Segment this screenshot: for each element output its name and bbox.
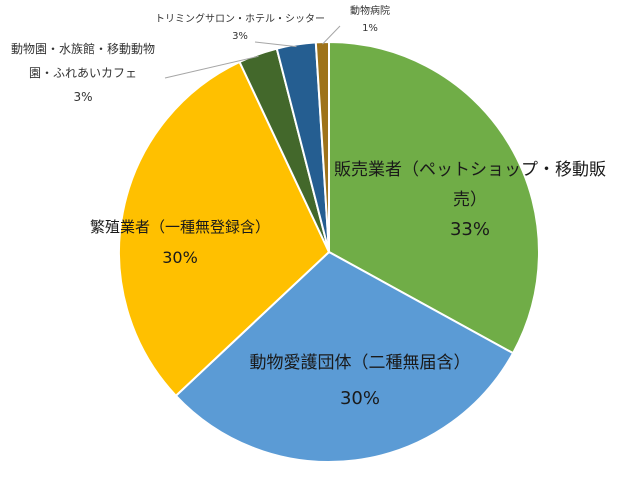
slice-value-4: 3% [232, 31, 248, 42]
slice-label-text-3-0: 動物園・水族館・移動動物 [11, 41, 155, 56]
slice-label-text-3-1: 園・ふれあいカフェ [29, 66, 137, 80]
pie-slice-1 [174, 250, 515, 463]
pie-slice-0 [328, 40, 540, 355]
slice-value-1: 30% [340, 388, 380, 409]
slice-label-2: 繁殖業者（一種無登録含） 30% [90, 218, 270, 267]
slice-label-5: 動物病院 1% [350, 4, 390, 34]
slice-value-0: 33% [450, 219, 490, 240]
slice-label-text-2-0: 繁殖業者（一種無登録含） [90, 218, 270, 236]
slice-label-text-1-0: 動物愛護団体（二種無届含） [250, 353, 471, 373]
slice-label-4: トリミングサロン・ホテル・シッター 3% [155, 12, 325, 42]
slice-label-text-0-0: 販売業者（ペットショップ・移動販 [334, 160, 606, 180]
leader-lines-layer [164, 25, 341, 79]
slice-label-text-4-0: トリミングサロン・ホテル・シッター [155, 12, 325, 25]
slice-label-text-0-1: 売） [453, 190, 487, 210]
slice-label-1: 動物愛護団体（二種無届含） 30% [250, 353, 471, 409]
slice-label-text-5-0: 動物病院 [350, 4, 390, 17]
slice-value-2: 30% [162, 248, 198, 267]
leader-line-3 [164, 55, 259, 79]
leader-line-5 [322, 25, 341, 45]
slice-value-3: 3% [73, 90, 92, 104]
pie-slice-5 [314, 40, 330, 253]
labels-layer: 販売業者（ペットショップ・移動販売）33%動物愛護団体（二種無届含）30%繁殖業… [11, 4, 606, 409]
pie-slice-2 [118, 60, 331, 398]
leader-line-4 [254, 41, 297, 48]
slice-value-5: 1% [362, 23, 378, 34]
slices-layer [118, 40, 540, 463]
